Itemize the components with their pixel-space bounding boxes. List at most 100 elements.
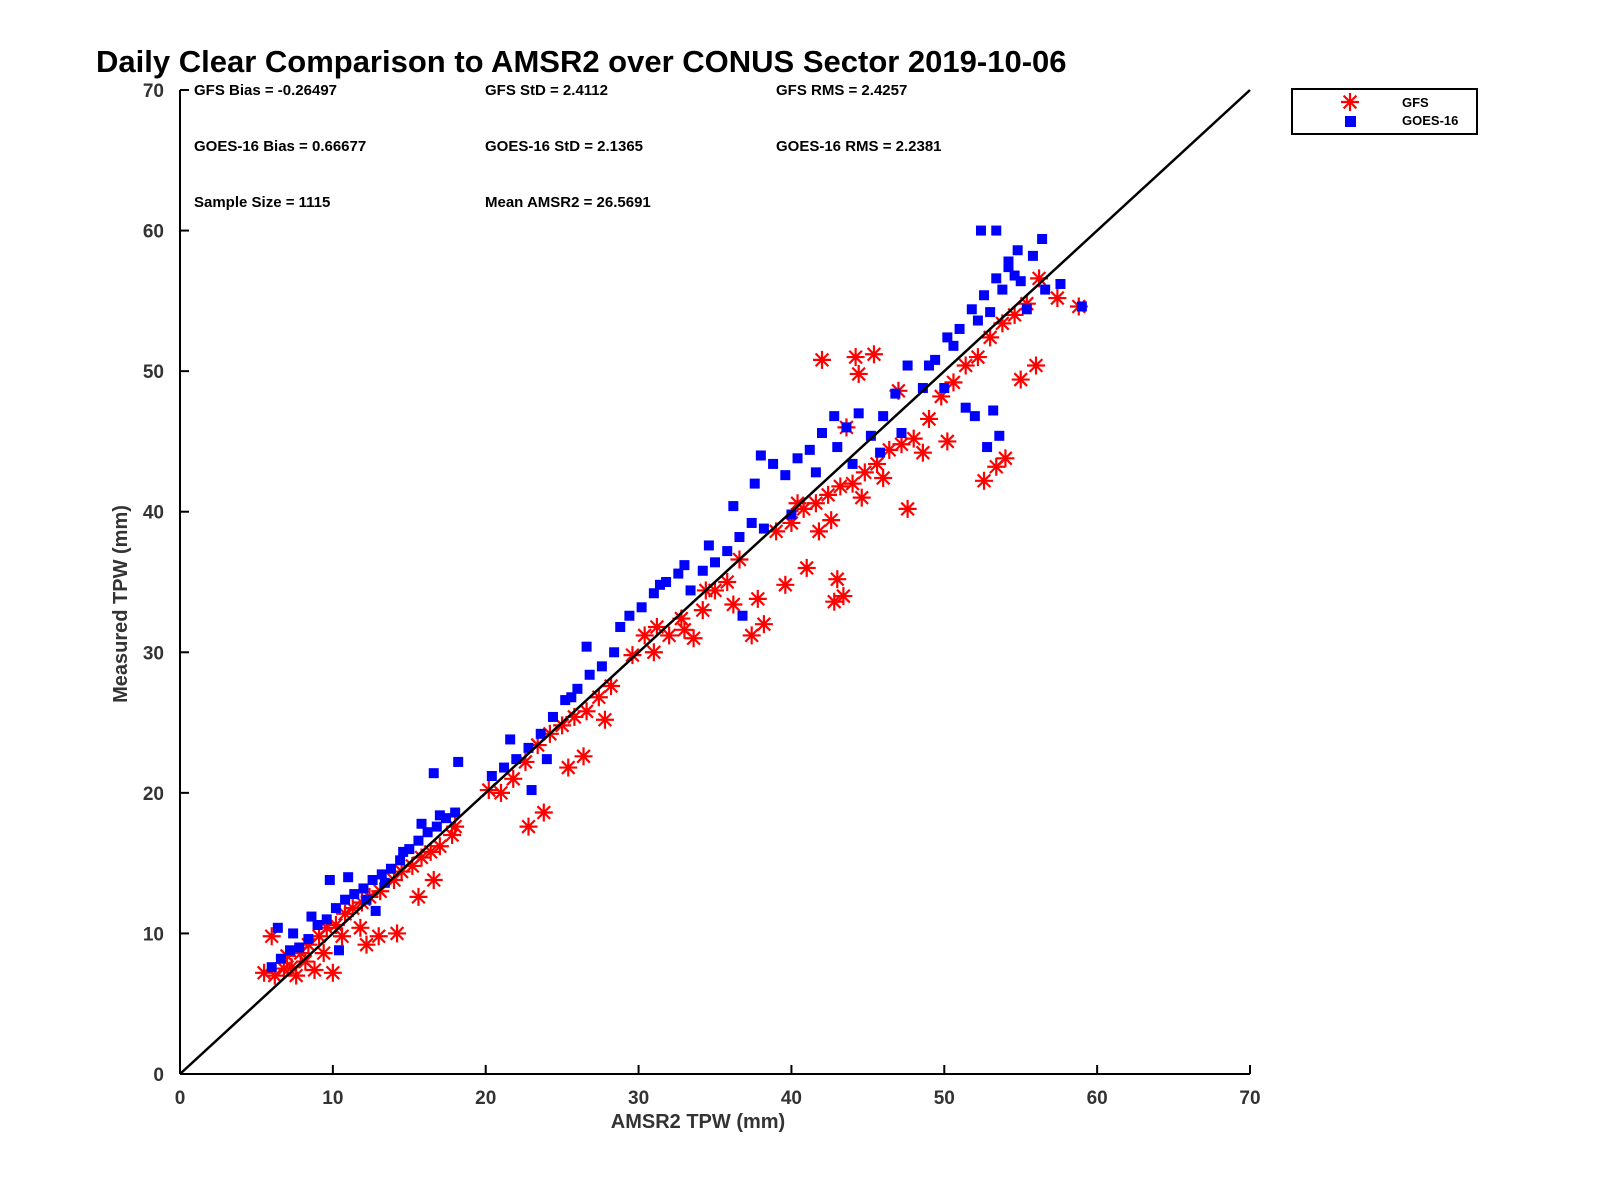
goes-16-point xyxy=(535,728,546,739)
y-tick-label: 50 xyxy=(143,362,164,383)
goes-16-point xyxy=(1009,270,1020,281)
gfs-point xyxy=(357,935,376,954)
gfs-point xyxy=(825,592,844,611)
gfs-point xyxy=(724,595,743,614)
goes-16-point xyxy=(367,875,378,886)
gfs-point xyxy=(675,620,694,639)
goes-16-point xyxy=(275,953,286,964)
goes-16-point xyxy=(294,942,305,953)
gfs-point xyxy=(834,587,853,606)
gfs-point xyxy=(577,702,596,721)
goes-16-point xyxy=(340,894,351,905)
goes-16-point xyxy=(710,557,720,568)
goes-16-point xyxy=(1076,301,1087,312)
gfs-point xyxy=(996,449,1015,468)
goes-16-point xyxy=(865,430,876,441)
goes-16-point xyxy=(333,945,344,956)
goes-16-point xyxy=(969,411,980,422)
goes-16-point xyxy=(431,821,442,832)
x-tick-label: 20 xyxy=(475,1088,496,1109)
gfs-point xyxy=(693,601,712,620)
goes-16-point xyxy=(954,323,965,334)
gfs-bias-label: GFS Bias = -0.26497 xyxy=(194,82,337,99)
goes-16-point xyxy=(768,458,779,469)
goes-16-point xyxy=(596,661,607,672)
gfs-point xyxy=(981,328,1000,347)
x-axis-title: AMSR2 TPW (mm) xyxy=(611,1111,785,1133)
gfs-point xyxy=(388,924,407,943)
stats-block: GFS Bias = -0.26497 GFS StD = 2.4112 GFS… xyxy=(194,82,942,211)
goes-16-point xyxy=(1003,256,1014,267)
goes-16-point xyxy=(786,509,797,520)
goes-16-point xyxy=(810,467,821,478)
goes-16-point xyxy=(979,290,990,301)
goes-16-point xyxy=(385,863,396,874)
gfs-point xyxy=(647,617,666,636)
goes-16-point xyxy=(1015,276,1026,287)
goes-16-point xyxy=(792,453,803,464)
y-tick-label: 0 xyxy=(153,1065,164,1086)
goes-16-point xyxy=(648,588,659,599)
goes-16-point xyxy=(982,442,993,453)
gfs-point xyxy=(809,522,828,541)
gfs-point xyxy=(553,716,572,735)
gfs-point xyxy=(602,677,621,696)
gfs-point xyxy=(718,573,737,591)
goes-16-point xyxy=(584,669,595,680)
goes-16-point xyxy=(349,889,360,900)
gfs-point xyxy=(913,443,932,462)
goes-16-point xyxy=(572,683,583,694)
goes-16-point xyxy=(746,517,757,528)
gfs-point xyxy=(519,817,538,836)
goes-16-point xyxy=(679,560,690,571)
gfs-point xyxy=(849,364,868,383)
goes-16-point xyxy=(722,546,733,557)
gfs-point xyxy=(788,494,807,513)
gfs-point xyxy=(855,463,874,482)
goes-16-point xyxy=(330,903,341,914)
gfs-point xyxy=(534,803,553,822)
gfs-point xyxy=(868,454,887,473)
goes-16-point xyxy=(624,610,635,621)
goes-16-point xyxy=(991,225,1002,236)
gfs-point xyxy=(323,963,342,982)
one-to-one-reference-line xyxy=(179,89,1251,1075)
goes-16-point xyxy=(994,430,1005,441)
gfs-point xyxy=(333,927,352,946)
goes-16-point xyxy=(972,315,983,326)
goes-16-point xyxy=(685,585,696,596)
goes-16-point xyxy=(288,928,299,939)
gfs-point xyxy=(797,558,816,577)
goes-16-point xyxy=(985,307,996,318)
goes-16-point xyxy=(853,408,864,419)
goes-16-point xyxy=(804,444,815,455)
x-tick-label: 0 xyxy=(175,1088,186,1109)
goes-16-point xyxy=(343,872,354,883)
gfs-point xyxy=(424,871,443,890)
gfs-point xyxy=(644,643,663,662)
y-tick-label: 10 xyxy=(143,924,164,945)
gfs-point xyxy=(1048,289,1067,308)
goes-16-point xyxy=(841,422,852,433)
goes-16-point xyxy=(1012,245,1023,256)
gfs-point xyxy=(846,348,865,367)
goes-16-point xyxy=(988,405,999,416)
goes-16-point xyxy=(703,540,714,551)
x-tick-label: 70 xyxy=(1239,1088,1260,1109)
goes-16-point xyxy=(499,762,510,773)
goes-16-point xyxy=(890,388,901,399)
gfs-point xyxy=(684,629,703,648)
goes-16-point xyxy=(581,641,592,652)
goes-16-point xyxy=(505,734,516,745)
goes-16-point xyxy=(966,304,977,315)
goes-16-point xyxy=(749,478,760,489)
gfs-point xyxy=(822,511,841,530)
gfs-rms-label: GFS RMS = 2.4257 xyxy=(776,82,907,99)
goes-16-point xyxy=(379,877,390,888)
gfs-point xyxy=(287,966,306,985)
goes-16-point xyxy=(416,818,427,829)
legend-box xyxy=(1291,88,1478,135)
gfs-point xyxy=(864,345,883,364)
gfs-point xyxy=(754,615,773,634)
